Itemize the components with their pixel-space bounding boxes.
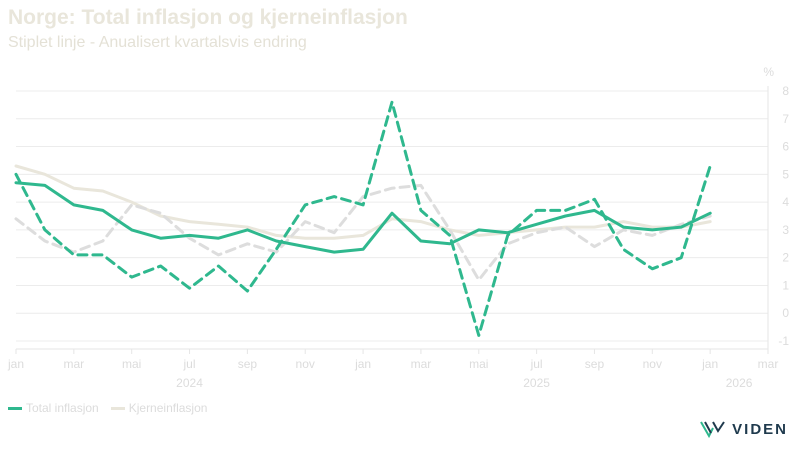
series-line-core — [14, 164, 712, 240]
x-year-label: 2026 — [726, 376, 753, 390]
y-tick-label: 2 — [782, 251, 789, 265]
y-tick-label: 4 — [782, 195, 789, 209]
x-year-label: 2025 — [523, 376, 550, 390]
viden-logo-icon — [700, 421, 725, 438]
series-line-core-quarterly — [14, 183, 712, 282]
x-tick-label: mai — [469, 357, 488, 371]
viden-logo-text: VIDEN — [732, 420, 788, 438]
series-line-total-quarterly — [14, 100, 712, 337]
y-tick-label: 0 — [782, 306, 789, 320]
x-tick-label: mar — [758, 357, 779, 371]
y-tick-label: 7 — [782, 112, 789, 126]
series-lines — [14, 100, 712, 337]
y-tick-label: -1 — [778, 334, 789, 348]
x-tick-label: jan — [701, 357, 718, 371]
x-tick-label: jan — [354, 357, 371, 371]
x-tick-label: mar — [64, 357, 85, 371]
y-tick-label: 3 — [782, 223, 789, 237]
x-tick-label: nov — [296, 357, 315, 371]
x-tick-label: mar — [411, 357, 432, 371]
legend-label-total: Total inflasjon — [26, 401, 99, 415]
x-axis: jan mar mai jul sep nov jan mar mai jul sep nov jan m… — [7, 86, 778, 390]
legend-item-total[interactable]: Total inflasjon — [8, 401, 99, 415]
chart-title: Norge: Total inflasjon og kjerneinflasjo… — [8, 6, 408, 29]
viden-logo: VIDEN — [700, 420, 788, 438]
legend-swatch-core — [110, 406, 125, 410]
grid-lines — [16, 90, 768, 342]
y-tick-label: 1 — [782, 278, 789, 292]
x-tick-label: nov — [643, 357, 662, 371]
x-tick-label: sep — [585, 357, 605, 371]
y-unit-label: % — [763, 65, 774, 79]
y-tick-label: 8 — [782, 84, 789, 98]
x-tick-label: jul — [530, 357, 543, 371]
chart-subtitle: Stiplet linje - Anualisert kvartalsvis e… — [8, 34, 307, 51]
legend-swatch-total — [8, 406, 22, 410]
legend-item-core[interactable]: Kjerneinflasjon — [110, 401, 208, 415]
y-tick-label: 6 — [782, 140, 789, 154]
legend: Total inflasjon Kjerneinflasjon — [8, 401, 207, 415]
legend-label-core: Kjerneinflasjon — [128, 401, 208, 415]
y-axis-ticks: -1 0 1 2 3 4 5 6 7 8% — [763, 65, 789, 348]
x-tick-label: sep — [238, 357, 258, 371]
series-line-total — [14, 181, 712, 254]
x-tick-label: mai — [122, 357, 141, 371]
x-tick-label: jan — [7, 357, 24, 371]
x-tick-label: jul — [183, 357, 196, 371]
x-year-label: 2024 — [176, 376, 203, 390]
y-tick-label: 5 — [782, 167, 789, 181]
